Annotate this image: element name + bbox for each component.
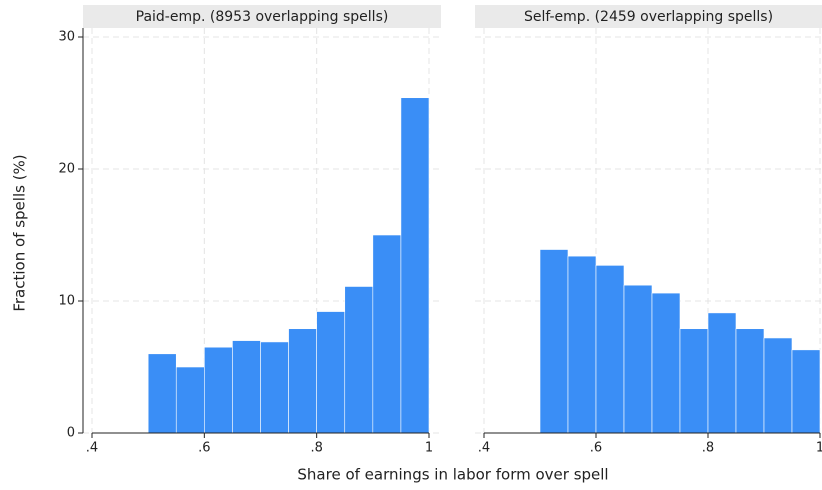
y-tick-label: 30 xyxy=(58,30,75,45)
bar xyxy=(539,249,569,434)
bar xyxy=(707,312,737,434)
bar xyxy=(679,328,709,434)
bar xyxy=(791,349,821,434)
panel-header xyxy=(83,5,441,28)
x-tick-label: 1 xyxy=(816,441,822,456)
bar xyxy=(372,234,402,434)
x-tick-label: .4 xyxy=(478,441,490,456)
bar xyxy=(147,353,177,434)
x-tick-label: .6 xyxy=(198,441,210,456)
bar xyxy=(288,328,317,434)
x-tick-label: 1 xyxy=(425,441,433,456)
bar xyxy=(735,328,765,434)
panel-header xyxy=(475,5,822,28)
y-axis-title: Fraction of spells (%) xyxy=(11,154,29,311)
x-tick-label: .8 xyxy=(702,441,714,456)
bar xyxy=(400,97,430,434)
bar xyxy=(763,337,793,434)
y-tick-label: 20 xyxy=(58,162,75,177)
x-axis-title: Share of earnings in labor form over spe… xyxy=(297,466,608,484)
bar xyxy=(204,346,233,434)
bar xyxy=(595,265,625,434)
panel-title: Paid-emp. (8953 overlapping spells) xyxy=(136,9,389,25)
bar xyxy=(232,340,261,434)
bar xyxy=(623,284,653,434)
x-tick-label: .4 xyxy=(86,441,98,456)
y-tick-label: 0 xyxy=(67,426,75,441)
x-tick-label: .8 xyxy=(310,441,322,456)
bar xyxy=(260,341,289,434)
y-tick-label: 10 xyxy=(58,294,75,309)
x-tick-label: .6 xyxy=(590,441,602,456)
panel-title: Self-emp. (2459 overlapping spells) xyxy=(524,9,773,25)
bar xyxy=(567,255,597,434)
bar xyxy=(344,286,374,434)
bar xyxy=(651,292,681,434)
bar xyxy=(316,311,346,434)
bar xyxy=(175,366,205,434)
